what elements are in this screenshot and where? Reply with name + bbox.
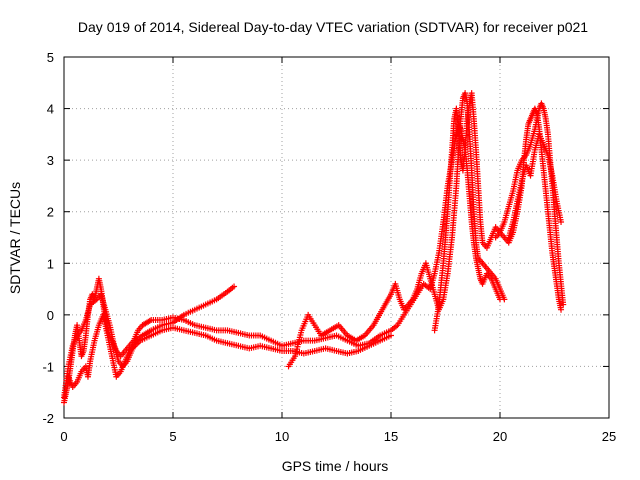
x-tick-label: 20 xyxy=(493,429,507,444)
x-tick-label: 25 xyxy=(602,429,616,444)
plot-frame xyxy=(63,56,610,419)
y-tick-label: -2 xyxy=(42,411,54,426)
data-point-plus xyxy=(231,283,238,290)
data-point-plus xyxy=(388,332,394,339)
y-tick-label: 4 xyxy=(47,102,54,117)
x-axis-label: GPS time / hours xyxy=(282,458,389,474)
x-tick-label: 10 xyxy=(275,429,289,444)
grid xyxy=(64,57,609,418)
y-axis-label: SDTVAR / TECUs xyxy=(7,182,23,294)
data-points xyxy=(61,90,567,406)
y-tick-label: 0 xyxy=(47,308,54,323)
y-tick-label: 2 xyxy=(47,205,54,220)
chart-title: Day 019 of 2014, Sidereal Day-to-day VTE… xyxy=(78,19,588,35)
data-point-plus xyxy=(560,301,567,308)
x-tick-labels: 0 5 10 15 20 25 xyxy=(60,429,616,444)
y-tick-label: 5 xyxy=(47,50,54,65)
axis-ticks xyxy=(63,56,610,419)
y-tick-label: 1 xyxy=(47,256,54,271)
x-tick-label: 5 xyxy=(169,429,176,444)
x-tick-label: 0 xyxy=(60,429,67,444)
data-point-plus xyxy=(558,306,565,313)
y-tick-label: 3 xyxy=(47,153,54,168)
data-point-plus xyxy=(501,296,508,303)
y-tick-label: -1 xyxy=(42,359,54,374)
data-point-plus xyxy=(558,219,565,226)
y-tick-labels: -2 -1 0 1 2 3 4 5 xyxy=(42,50,54,426)
x-tick-label: 15 xyxy=(384,429,398,444)
